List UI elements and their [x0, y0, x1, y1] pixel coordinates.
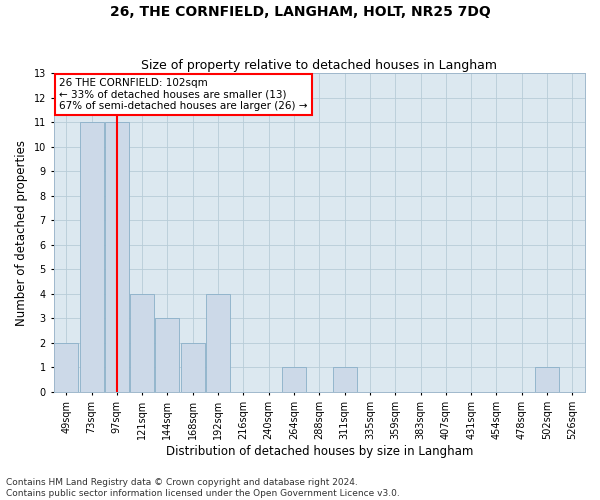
Bar — [105, 122, 129, 392]
Bar — [130, 294, 154, 392]
X-axis label: Distribution of detached houses by size in Langham: Distribution of detached houses by size … — [166, 444, 473, 458]
Bar — [206, 294, 230, 392]
Text: 26 THE CORNFIELD: 102sqm
← 33% of detached houses are smaller (13)
67% of semi-d: 26 THE CORNFIELD: 102sqm ← 33% of detach… — [59, 78, 307, 111]
Bar — [54, 343, 78, 392]
Title: Size of property relative to detached houses in Langham: Size of property relative to detached ho… — [141, 59, 497, 72]
Bar — [80, 122, 104, 392]
Bar — [181, 343, 205, 392]
Bar — [282, 368, 306, 392]
Bar — [155, 318, 179, 392]
Y-axis label: Number of detached properties: Number of detached properties — [15, 140, 28, 326]
Bar — [332, 368, 356, 392]
Text: 26, THE CORNFIELD, LANGHAM, HOLT, NR25 7DQ: 26, THE CORNFIELD, LANGHAM, HOLT, NR25 7… — [110, 5, 490, 19]
Text: Contains HM Land Registry data © Crown copyright and database right 2024.
Contai: Contains HM Land Registry data © Crown c… — [6, 478, 400, 498]
Bar — [535, 368, 559, 392]
